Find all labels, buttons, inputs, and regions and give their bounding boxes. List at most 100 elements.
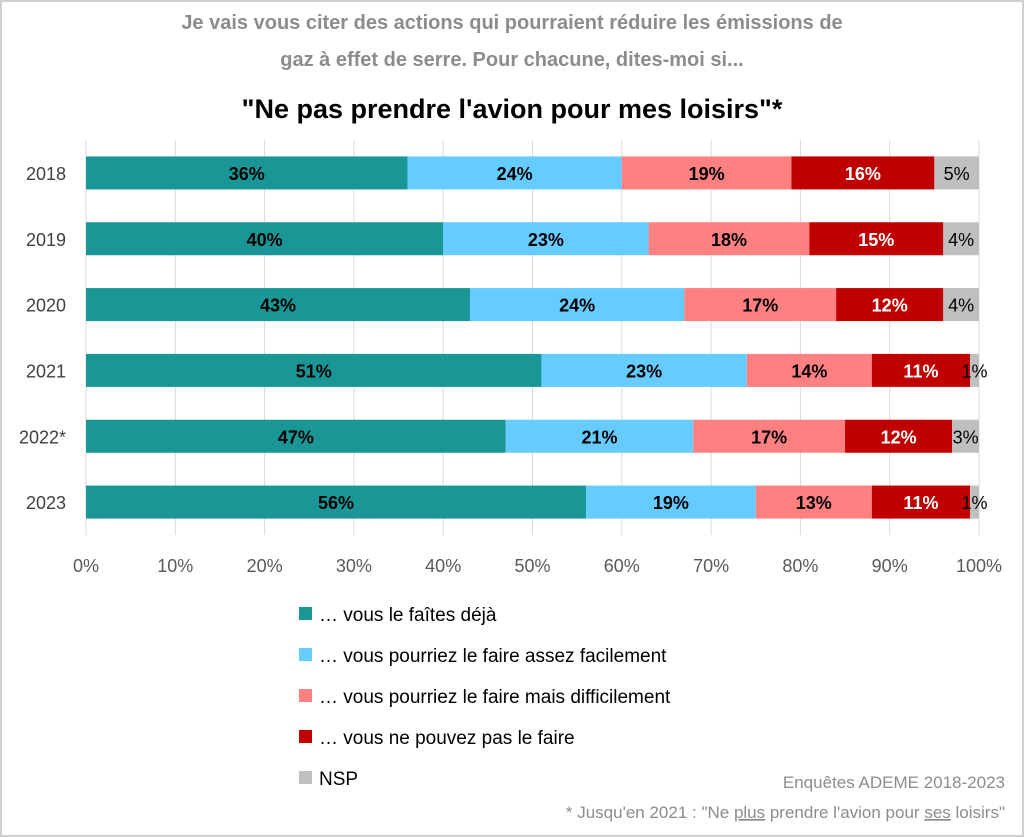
data-label: 40%: [247, 230, 283, 250]
x-tick-label: 10%: [157, 556, 193, 576]
data-label: 24%: [559, 296, 595, 316]
data-label: 1%: [962, 493, 988, 513]
bar-segment: [86, 353, 542, 387]
bars: 36% 24% 19% 16% 5% 40% 23% 18% 15% 4% 43% 24% 17% 12%…: [86, 156, 988, 519]
bar-segment: [755, 485, 872, 519]
legend-label: … vous pourriez le faire mais difficilem…: [319, 687, 671, 708]
y-tick-label: 2021: [26, 361, 66, 381]
legend: … vous le faîtes déjà … vous pourriez le …: [299, 605, 671, 790]
x-tick-label: 20%: [247, 556, 283, 576]
legend-label: … vous pourriez le faire assez facilemen…: [319, 646, 667, 667]
data-label: 43%: [260, 296, 296, 316]
y-tick-label: 2020: [26, 296, 66, 316]
legend-swatch: [299, 730, 312, 743]
data-label: 4%: [948, 296, 974, 316]
bar-segment: [86, 419, 506, 453]
x-tick-label: 100%: [956, 556, 1002, 576]
y-tick-label: 2019: [26, 230, 66, 250]
bar-segment: [505, 419, 694, 453]
y-tick-label: 2022*: [19, 427, 66, 447]
data-label: 11%: [903, 361, 938, 381]
bar-segment: [86, 288, 470, 322]
footnote-part: prendre l'avion pour: [765, 803, 924, 822]
data-label: 47%: [278, 427, 314, 447]
legend-swatch: [299, 607, 312, 620]
chart-title: "Ne pas prendre l'avion pour mes loisirs…: [242, 94, 783, 124]
footnote-underlined-ses: ses: [924, 803, 950, 822]
data-label: 12%: [872, 296, 908, 316]
chart-subtitle-line-1: Je vais vous citer des actions qui pourr…: [181, 12, 842, 34]
y-tick-label: 2023: [26, 493, 66, 513]
data-label: 3%: [953, 427, 979, 447]
legend-label: … vous le faîtes déjà: [319, 605, 497, 626]
bar-segment: [970, 353, 979, 387]
x-tick-label: 60%: [604, 556, 640, 576]
data-label: 4%: [948, 230, 974, 250]
data-label: 16%: [845, 164, 881, 184]
data-label: 19%: [689, 164, 725, 184]
data-label: 17%: [742, 296, 778, 316]
data-label: 21%: [581, 427, 617, 447]
bar-segment: [586, 485, 756, 519]
bar-segment: [934, 156, 979, 190]
data-label: 14%: [791, 361, 827, 381]
data-label: 11%: [903, 493, 938, 513]
bar-segment: [648, 222, 810, 256]
bar-segment: [952, 419, 979, 453]
legend-swatch: [299, 689, 312, 702]
x-tick-label: 0%: [73, 556, 99, 576]
data-label: 23%: [528, 230, 564, 250]
footnote: * Jusqu'en 2021 : "Ne plus prendre l'avi…: [566, 803, 1005, 822]
legend-swatch: [299, 771, 312, 784]
data-label: 23%: [626, 361, 662, 381]
data-label: 12%: [881, 427, 917, 447]
x-axis-labels: 0% 10% 20% 30% 40% 50% 60% 70% 80% 90% 100%: [73, 556, 1002, 576]
data-label: 36%: [229, 164, 265, 184]
bar-segment: [541, 353, 747, 387]
bar-segment: [871, 353, 971, 387]
bar-segment: [469, 288, 685, 322]
bar-segment: [693, 419, 846, 453]
bar-segment: [684, 288, 837, 322]
data-label: 13%: [796, 493, 832, 513]
bar-segment: [809, 222, 944, 256]
bar-segment: [86, 222, 444, 256]
x-tick-label: 90%: [872, 556, 908, 576]
bar-segment: [86, 485, 587, 519]
source-note: Enquêtes ADEME 2018-2023: [783, 773, 1005, 792]
data-label: 1%: [962, 361, 988, 381]
data-label: 51%: [296, 361, 332, 381]
data-label: 24%: [497, 164, 533, 184]
bar-segment: [443, 222, 649, 256]
x-tick-label: 70%: [693, 556, 729, 576]
data-label: 5%: [944, 164, 970, 184]
legend-swatch: [299, 648, 312, 661]
x-tick-label: 40%: [425, 556, 461, 576]
y-axis-labels: 2018 2019 2020 2021 2022* 2023: [19, 164, 66, 513]
bar-segment: [871, 485, 971, 519]
bar-segment: [943, 222, 979, 256]
bar-segment: [791, 156, 935, 190]
gridlines: [85, 140, 980, 535]
footnote-part: * Jusqu'en 2021 : "Ne: [566, 803, 734, 822]
footnote-part: loisirs": [951, 803, 1005, 822]
bar-segment: [943, 288, 979, 322]
chart-subtitle-line-2: gaz à effet de serre. Pour chacune, dite…: [280, 49, 743, 71]
bar-segment: [970, 485, 979, 519]
data-label: 19%: [653, 493, 689, 513]
x-tick-label: 50%: [514, 556, 550, 576]
legend-label: NSP: [319, 769, 358, 790]
bar-segment: [746, 353, 872, 387]
x-tick-label: 30%: [336, 556, 372, 576]
bar-segment: [845, 419, 953, 453]
data-label: 17%: [751, 427, 787, 447]
bar-segment: [86, 156, 408, 190]
bar-segment: [621, 156, 792, 190]
x-tick-label: 80%: [782, 556, 818, 576]
data-label: 18%: [711, 230, 747, 250]
bar-segment: [836, 288, 944, 322]
footnote-underlined-plus: plus: [734, 803, 765, 822]
legend-label: … vous ne pouvez pas le faire: [319, 728, 575, 749]
